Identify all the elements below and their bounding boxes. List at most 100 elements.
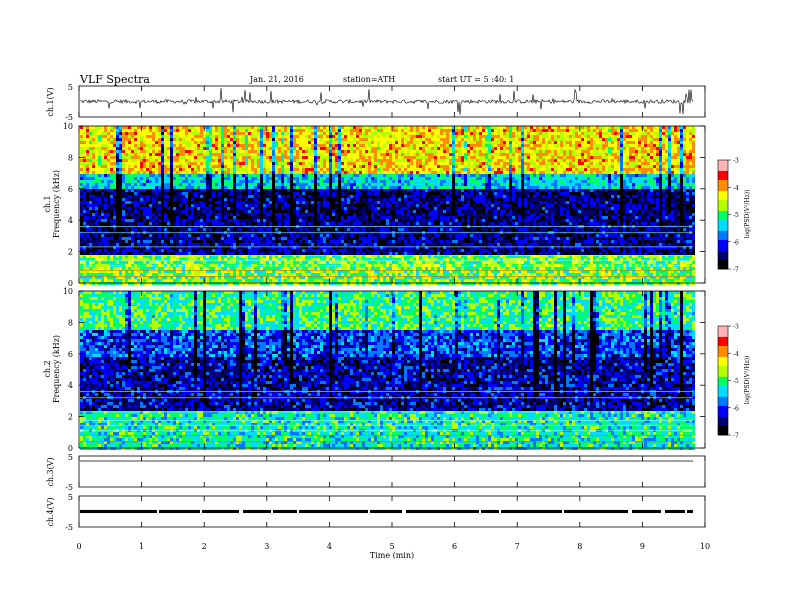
spectrogram-cell xyxy=(197,204,200,207)
spectrogram-cell xyxy=(86,279,89,282)
spectrogram-cell xyxy=(209,207,212,210)
spectrogram-cell xyxy=(173,219,176,222)
spectrogram-cell xyxy=(338,168,341,171)
spectrogram-cell xyxy=(236,183,239,186)
spectrogram-cell xyxy=(92,267,95,270)
spectrogram-cell xyxy=(284,204,287,207)
spectrogram-cell xyxy=(272,252,275,255)
spectrogram-cell xyxy=(329,129,332,132)
spectrogram-cell xyxy=(173,222,176,225)
spectrogram-cell xyxy=(266,267,269,270)
spectrogram-cell xyxy=(146,183,149,186)
spectrogram-cell xyxy=(317,198,320,201)
spectrogram-cell xyxy=(167,195,170,198)
spectrogram-cell xyxy=(341,183,344,186)
spectrogram-cell xyxy=(233,159,236,162)
spectrogram-cell xyxy=(251,147,254,150)
spectrogram-cell xyxy=(353,228,356,231)
spectrogram-cell xyxy=(137,180,140,183)
spectrogram-cell xyxy=(197,180,200,183)
spectrogram-cell xyxy=(155,255,158,258)
spectrogram-cell xyxy=(347,246,350,249)
spectrogram-cell xyxy=(329,144,332,147)
spectrogram-cell xyxy=(152,189,155,192)
spectrogram-cell xyxy=(242,129,245,132)
spectrogram-cell xyxy=(101,204,104,207)
spectrogram-cell xyxy=(296,249,299,252)
spectrogram-cell xyxy=(203,222,206,225)
spectrogram-cell xyxy=(194,156,197,159)
spectrogram-cell xyxy=(329,171,332,174)
spectrogram-cell xyxy=(122,183,125,186)
spectrogram-cell xyxy=(356,144,359,147)
spectrogram-cell xyxy=(101,168,104,171)
spectrogram-cell xyxy=(317,171,320,174)
spectrogram-cell xyxy=(332,216,335,219)
spectrogram-cell xyxy=(197,132,200,135)
spectrogram-cell xyxy=(293,195,296,198)
spectrogram-cell xyxy=(242,132,245,135)
spectrogram-cell xyxy=(332,243,335,246)
spectrogram-cell xyxy=(161,150,164,153)
spectrogram-cell xyxy=(125,141,128,144)
spectrogram-cell xyxy=(311,138,314,141)
spectrogram-cell xyxy=(353,150,356,153)
spectrogram-cell xyxy=(308,144,311,147)
spectrogram-cell xyxy=(155,222,158,225)
spectrogram-cell xyxy=(206,138,209,141)
spectrogram-cell xyxy=(161,276,164,279)
spectrogram-cell xyxy=(242,213,245,216)
spectrogram-cell xyxy=(215,249,218,252)
spectrogram-cell xyxy=(113,159,116,162)
spectrogram-cell xyxy=(311,243,314,246)
spectrogram-cell xyxy=(242,162,245,165)
spectrogram-cell xyxy=(182,132,185,135)
spectrogram-cell xyxy=(314,138,317,141)
spectrogram-cell xyxy=(320,204,323,207)
spectrogram-cell xyxy=(272,261,275,264)
spectrogram-cell xyxy=(86,204,89,207)
spectrogram-cell xyxy=(359,228,362,231)
spectrogram-cell xyxy=(101,192,104,195)
spectrogram-cell xyxy=(314,261,317,264)
spectrogram-cell xyxy=(275,162,278,165)
spectrogram-cell xyxy=(122,171,125,174)
spectrogram-cell xyxy=(233,177,236,180)
spectrogram-cell xyxy=(116,249,119,252)
spectrogram-cell xyxy=(224,165,227,168)
spectrogram-cell xyxy=(287,240,290,243)
spectrogram-cell xyxy=(161,198,164,201)
spectrogram-cell xyxy=(218,246,221,249)
spectrogram-cell xyxy=(236,273,239,276)
spectrogram-cell xyxy=(170,213,173,216)
spectrogram-cell xyxy=(317,267,320,270)
spectrogram-cell xyxy=(317,135,320,138)
spectrogram-cell xyxy=(362,129,365,132)
spectrogram-cell xyxy=(218,219,221,222)
spectrogram-cell xyxy=(227,177,230,180)
spectrogram-cell xyxy=(320,228,323,231)
spectrogram-cell xyxy=(350,246,353,249)
spectrogram-cell xyxy=(359,198,362,201)
spectrogram-cell xyxy=(152,237,155,240)
spectrogram-cell xyxy=(116,255,119,258)
spectrogram-cell xyxy=(161,174,164,177)
spectrogram-cell xyxy=(335,237,338,240)
spectrogram-cell xyxy=(227,252,230,255)
spectrogram-cell xyxy=(95,192,98,195)
spectrogram-cell xyxy=(155,234,158,237)
spectrogram-cell xyxy=(227,156,230,159)
spectrogram-cell xyxy=(143,222,146,225)
spectrogram-cell xyxy=(101,189,104,192)
spectrogram-cell xyxy=(356,198,359,201)
spectrogram-cell xyxy=(254,267,257,270)
spectrogram-cell xyxy=(170,156,173,159)
spectrogram-cell xyxy=(173,246,176,249)
spectrogram-cell xyxy=(152,207,155,210)
spectrogram-cell xyxy=(290,219,293,222)
spectrogram-cell xyxy=(173,126,176,129)
spectrogram-cell xyxy=(98,210,101,213)
spectrogram-cell xyxy=(317,252,320,255)
spectrogram-cell xyxy=(188,144,191,147)
spectrogram-cell xyxy=(83,162,86,165)
